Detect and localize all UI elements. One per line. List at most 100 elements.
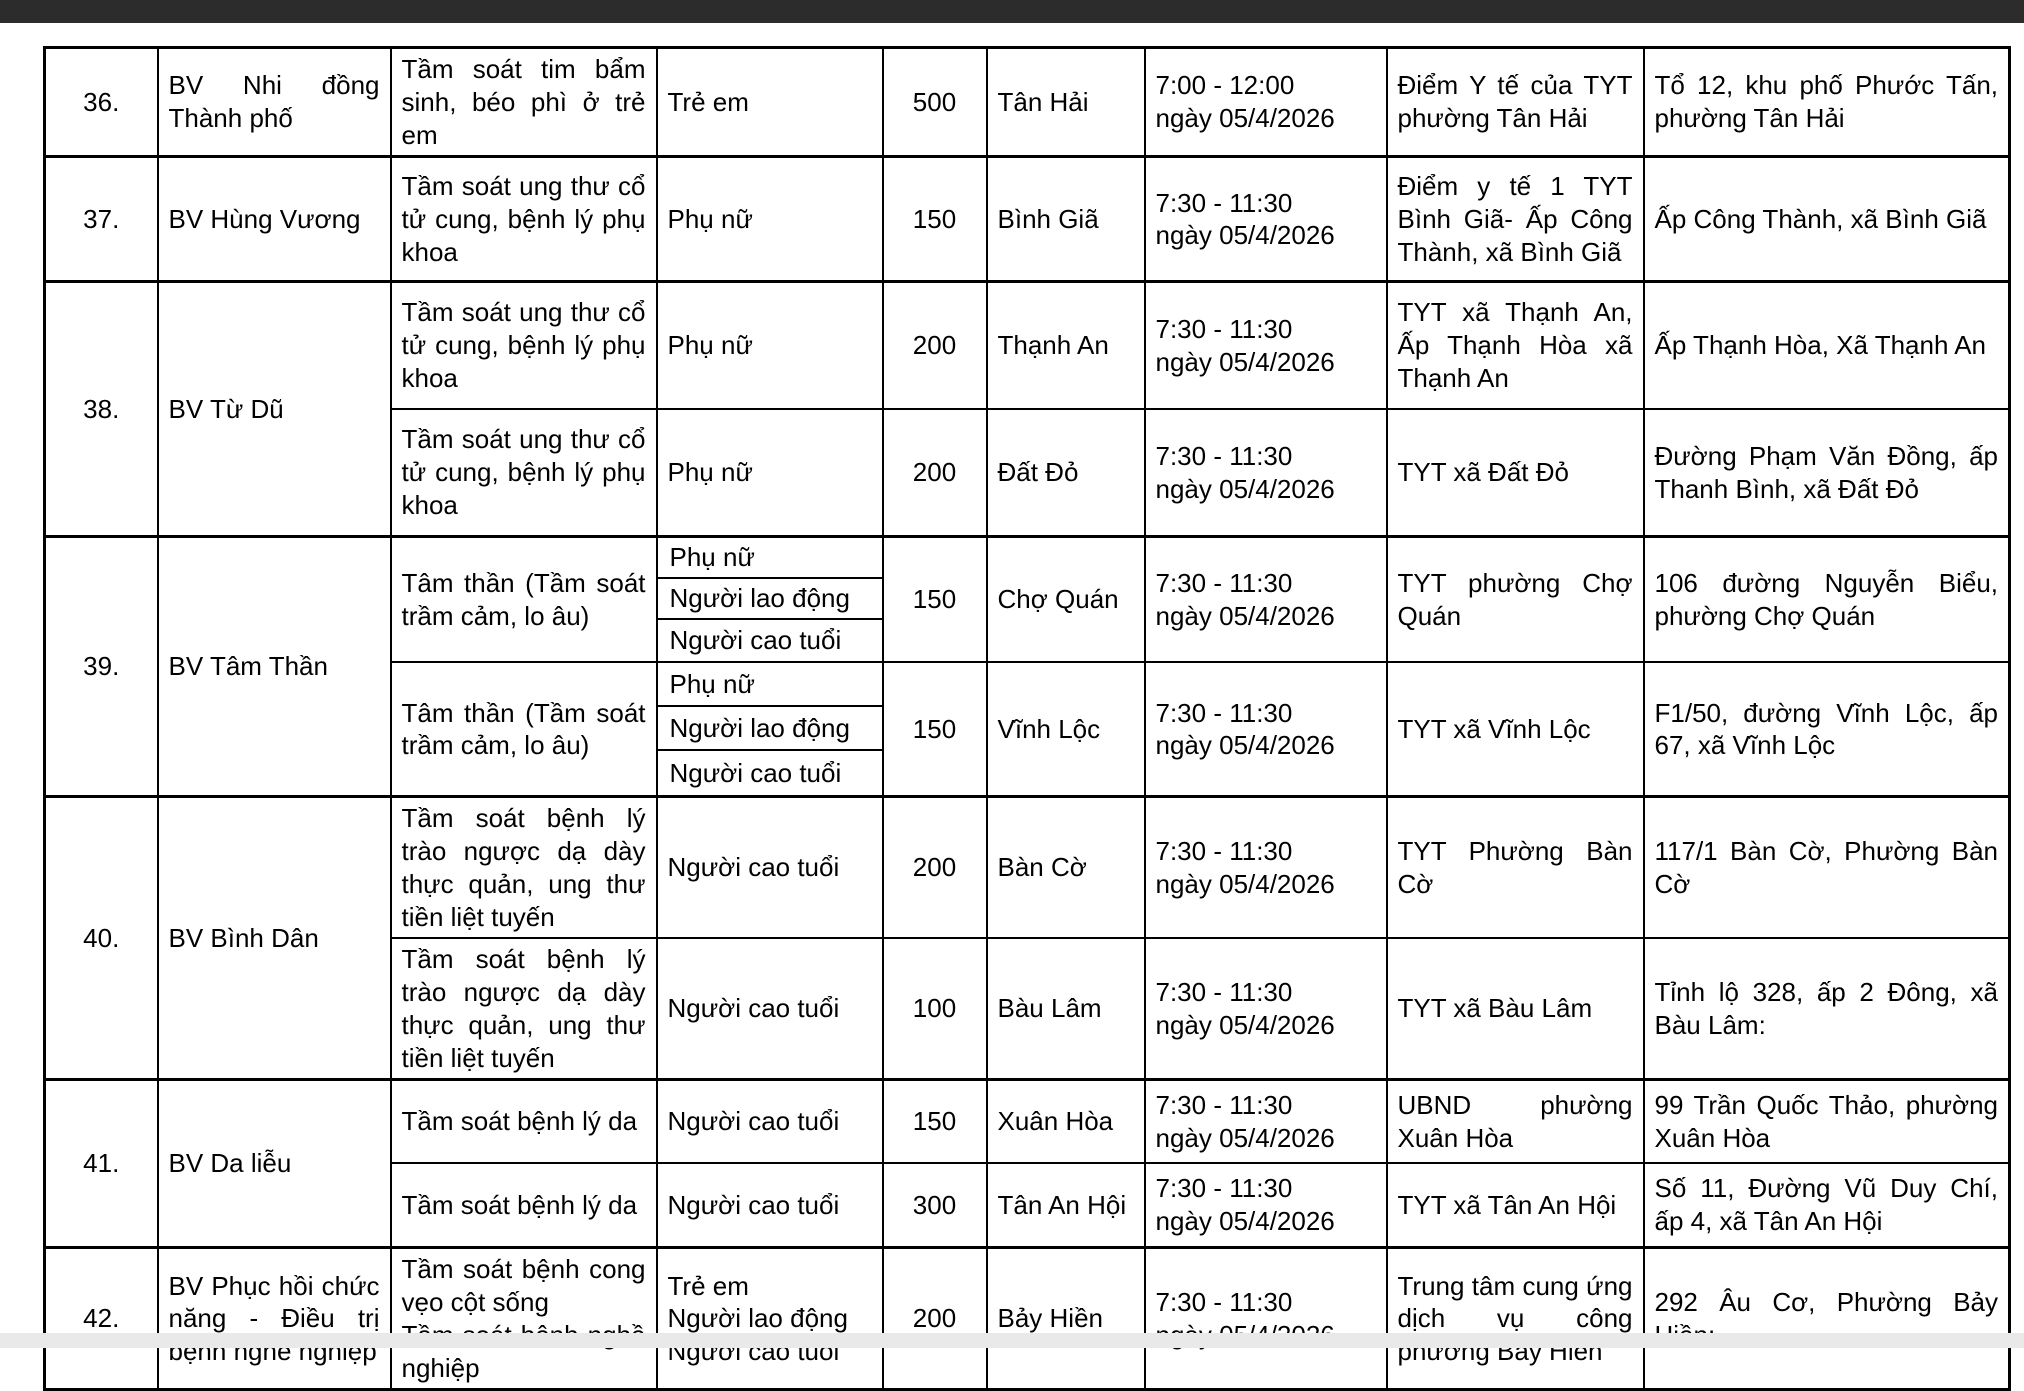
hospital-cell: BV Nhi đồng Thành phố (156, 45, 392, 158)
time-range-text: 7:30 - 11:30 (1155, 440, 1293, 471)
time-date-text: ngày 05/4/2026 (1155, 473, 1335, 504)
location-cell: Tân Hải (985, 45, 1146, 158)
time-range-text: 7:30 - 11:30 (1155, 977, 1293, 1007)
hospital-cell: BV Phục hồi chức năng - Điều trị bệnh ng… (156, 1246, 392, 1391)
quantity-cell: 150 (881, 535, 988, 664)
screening-cell: Tầm soát bệnh lý trào ngược dạ dày thực … (389, 795, 658, 940)
time-cell: 7:30 - 11:30 ngày 05/4/2026 (1143, 661, 1388, 798)
venue-cell: TYT xã Tân An Hội (1385, 1161, 1645, 1249)
row-index-cell: 42. (43, 1246, 159, 1391)
target-cell: Trẻ em (655, 45, 884, 158)
location-cell: Chợ Quán (985, 535, 1146, 664)
quantity-cell: 150 (881, 155, 988, 283)
row-index-cell: 38. (43, 280, 159, 538)
quantity-cell: 300 (881, 1161, 988, 1249)
screening-cell: Tâm thần (Tầm soát trầm cảm, lo âu) (389, 535, 658, 664)
screening-line: Tầm soát bệnh nghề nghiệp (401, 1320, 646, 1383)
target-cell: Phụ nữ (655, 280, 884, 410)
venue-cell: TYT phường Chợ Quán (1385, 535, 1645, 664)
screening-cell: Tầm soát ung thư cổ tử cung, bệnh lý phụ… (389, 155, 658, 283)
location-cell: Xuân Hòa (985, 1078, 1146, 1164)
quantity-cell: 150 (881, 1078, 988, 1164)
hospital-cell: BV Hùng Vương (156, 155, 392, 283)
quantity-cell: 200 (881, 280, 988, 410)
location-cell: Bàn Cờ (985, 795, 1146, 940)
time-range-text: 7:30 - 11:30 (1155, 187, 1293, 218)
screening-cell: Tâm thần (Tầm soát trầm cảm, lo âu) (389, 661, 658, 798)
target-cell: Người cao tuổi (655, 1161, 884, 1249)
row-index-cell: 39. (43, 535, 159, 798)
location-cell: Thạnh An (985, 280, 1146, 410)
location-cell: Vĩnh Lộc (985, 661, 1146, 798)
table-row-39a: 39. BV Tâm Thần Tâm thần (Tầm soát trầm … (43, 535, 2011, 798)
target-cell: Người cao tuổi (655, 937, 884, 1081)
address-cell: Đường Phạm Văn Đồng, ấp Thanh Bình, xã Đ… (1642, 407, 2011, 538)
target-box: Người cao tuổi (669, 625, 842, 656)
hospital-cell: BV Tâm Thần (156, 535, 392, 798)
row-index-cell: 37. (43, 155, 159, 283)
time-cell: 7:30 - 11:30 ngày 05/4/2026 (1143, 1161, 1388, 1249)
screening-line: Tầm soát bệnh cong vẹo cột sống (401, 1254, 646, 1317)
table-row-38a: 38. BV Từ Dũ Tầm soát ung thư cổ tử cung… (43, 280, 2011, 538)
target-cell: Phụ nữ Người lao động Người cao tuổi (655, 661, 884, 798)
target-cell: Phụ nữ Người lao động Người cao tuổi (655, 535, 884, 664)
table-row-41b: Tầm soát bệnh lý da Người cao tuổi 300 T… (45, 1161, 2011, 1249)
time-date-text: ngày 05/4/2026 (1155, 600, 1335, 631)
screening-cell: Tầm soát ung thư cổ tử cung, bệnh lý phụ… (389, 407, 658, 538)
venue-cell: Trung tâm cung ứng dịch vụ công phường B… (1385, 1246, 1645, 1391)
time-date-text: ngày 05/4/2026 (1155, 220, 1335, 251)
time-cell: 7:30 - 11:30 ngày 05/4/2026 (1143, 795, 1388, 940)
hospital-cell: BV Bình Dân (156, 795, 392, 1081)
time-range-text: 7:30 - 11:30 (1155, 697, 1293, 728)
table-row-40b: Tầm soát bệnh lý trào ngược dạ dày thực … (45, 937, 2011, 1081)
target-box: Người lao động (658, 579, 881, 621)
target-line: Người lao động (667, 1303, 848, 1334)
time-cell: 7:00 - 12:00 ngày 05/4/2026 (1143, 45, 1388, 158)
time-range-text: 7:30 - 11:30 (1155, 1173, 1293, 1204)
quantity-cell: 200 (881, 795, 988, 940)
time-range-text: 7:30 - 11:30 (1155, 836, 1293, 866)
address-cell: Ấp Thạnh Hòa, Xã Thạnh An (1642, 280, 2011, 410)
screening-schedule-table: 36. BV Nhi đồng Thành phố Tầm soát tim b… (43, 45, 2011, 1391)
time-range-text: 7:30 - 11:30 (1155, 313, 1293, 344)
address-cell: Ấp Công Thành, xã Bình Giã (1642, 155, 2011, 283)
table-row-36: 36. BV Nhi đồng Thành phố Tầm soát tim b… (43, 45, 2011, 158)
row-index-cell: 36. (43, 45, 159, 158)
location-cell: Đất Đỏ (985, 407, 1146, 538)
table-row-37: 37. BV Hùng Vương Tầm soát ung thư cổ tử… (43, 155, 2011, 283)
target-cell: Người cao tuổi (655, 1078, 884, 1164)
time-range-text: 7:30 - 11:30 (1155, 1089, 1293, 1120)
venue-cell: UBND phường Xuân Hòa (1385, 1078, 1645, 1164)
row-index-cell: 41. (43, 1078, 159, 1249)
page-bottom-gray-strip (0, 1333, 2024, 1348)
target-cell: Trẻ em Người lao động Người cao tuổi (655, 1246, 884, 1391)
quantity-cell: 200 (881, 407, 988, 538)
target-cell: Người cao tuổi (655, 795, 884, 940)
time-date-text: ngày 05/4/2026 (1155, 1206, 1335, 1236)
quantity-cell: 200 (881, 1246, 988, 1391)
time-cell: 7:30 - 11:30 ngày 05/4/2026 (1143, 535, 1388, 664)
location-cell: Bảy Hiền (985, 1246, 1146, 1391)
hospital-cell: BV Da liễu (156, 1078, 392, 1249)
target-box: Người cao tuổi (669, 757, 842, 788)
time-range-text: 7:30 - 11:30 (1155, 568, 1293, 598)
address-cell: F1/50, đường Vĩnh Lộc, ấp 67, xã Vĩnh Lộ… (1642, 661, 2011, 798)
top-dark-bar (0, 0, 2024, 23)
time-date-text: ngày 05/4/2026 (1155, 730, 1335, 761)
screening-cell: Tầm soát bệnh cong vẹo cột sống Tầm soát… (389, 1246, 658, 1391)
time-cell: 7:30 - 11:30 ngày 05/4/2026 (1143, 1078, 1388, 1164)
table-row-42: 42. BV Phục hồi chức năng - Điều trị bện… (43, 1246, 2011, 1391)
target-cell: Phụ nữ (655, 407, 884, 538)
time-date-text: ngày 05/4/2026 (1155, 868, 1335, 899)
table-row-38b: Tầm soát ung thư cổ tử cung, bệnh lý phụ… (45, 407, 2011, 538)
screening-cell: Tầm soát bệnh lý trào ngược dạ dày thực … (389, 937, 658, 1081)
location-cell: Bình Giã (985, 155, 1146, 283)
quantity-cell: 500 (881, 45, 988, 158)
quantity-cell: 150 (881, 661, 988, 798)
quantity-cell: 100 (881, 937, 988, 1081)
time-range-text: 7:30 - 11:30 (1155, 1287, 1293, 1317)
time-cell: 7:30 - 11:30 ngày 05/4/2026 (1143, 407, 1388, 538)
target-cell: Phụ nữ (655, 155, 884, 283)
time-date-text: ngày 05/4/2026 (1155, 346, 1335, 377)
location-cell: Tân An Hội (985, 1161, 1146, 1249)
